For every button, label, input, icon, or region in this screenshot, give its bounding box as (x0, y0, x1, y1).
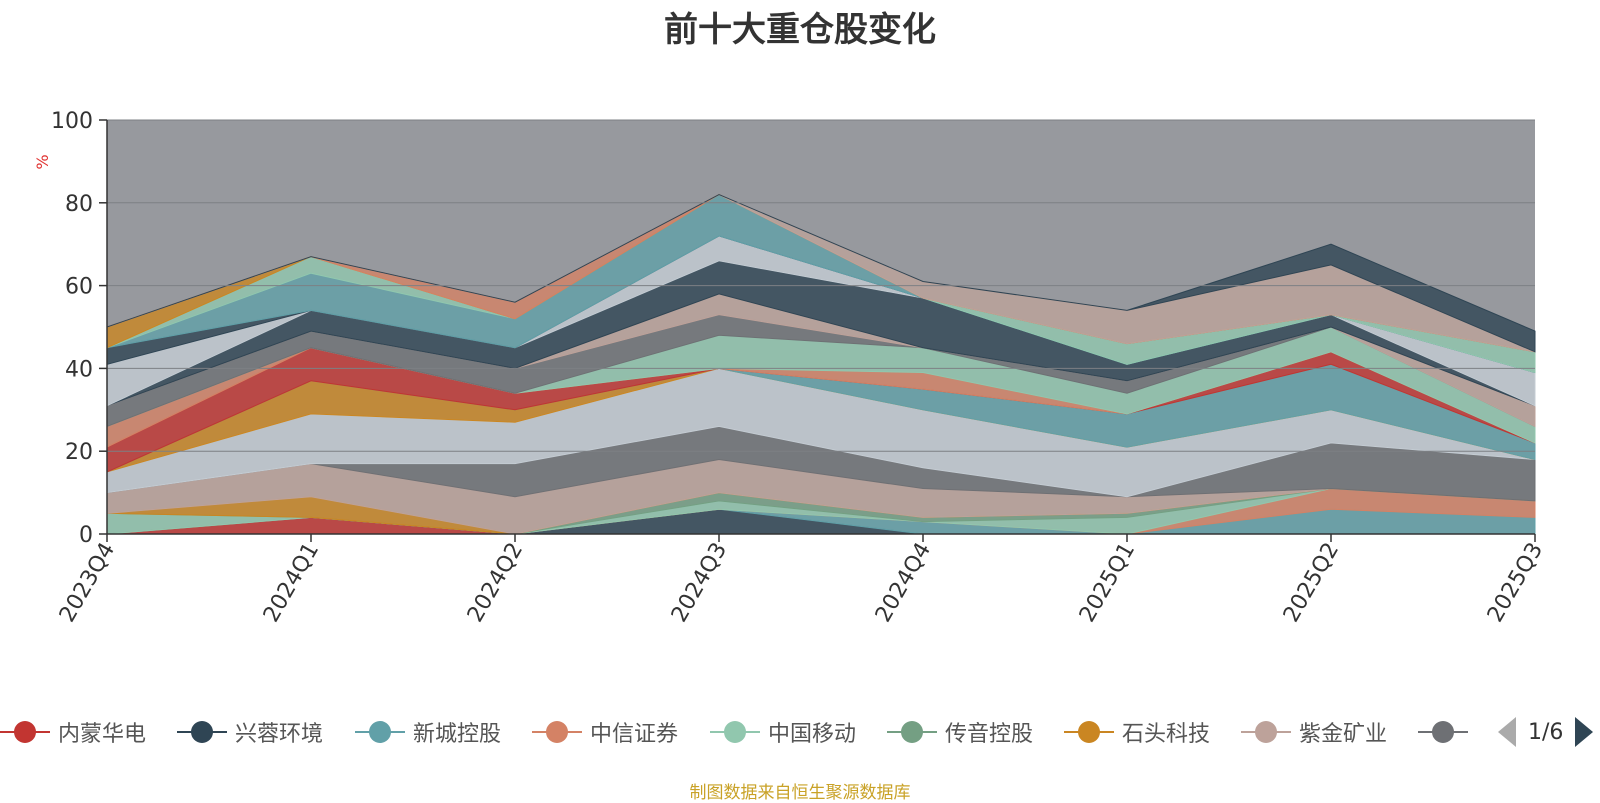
legend-pager: 1/6 (1498, 712, 1594, 752)
legend-item[interactable]: 中国移动 (710, 712, 856, 752)
legend-swatch-icon (710, 712, 760, 752)
legend-dot (546, 721, 568, 743)
legend-dot (1432, 721, 1454, 743)
legend-dot (901, 721, 923, 743)
legend-label: 新城控股 (413, 722, 502, 747)
area-series-25[interactable] (106, 193, 1536, 353)
legend-label: 内蒙华电 (58, 722, 147, 747)
legend-swatch-icon (887, 712, 937, 752)
legend-item[interactable]: 腾 (1418, 712, 1472, 752)
x-tick-label: 2024Q4 (871, 539, 936, 627)
y-tick-label: 100 (51, 109, 93, 134)
legend-label: 紫金矿业 (1299, 722, 1388, 747)
legend-prev-button[interactable] (1498, 717, 1516, 747)
legend-label: 石头科技 (1122, 722, 1211, 747)
legend-item[interactable]: 兴蓉环境 (177, 712, 323, 752)
y-tick-label: 60 (65, 275, 93, 300)
y-tick-label: 40 (65, 357, 93, 382)
legend-dot (1078, 721, 1100, 743)
legend-label: 中国移动 (768, 722, 857, 747)
legend-label: 兴蓉环境 (235, 722, 324, 747)
legend-item[interactable]: 石头科技 (1064, 712, 1210, 752)
legend: 内蒙华电 兴蓉环境 新城控股 中信证券 中国移动 传音控股 石头科技 紫金矿业 腾 1/6 (0, 712, 1600, 752)
legend-swatch-icon (0, 712, 50, 752)
y-axis-label: % (33, 154, 52, 169)
y-tick-label: 80 (65, 192, 93, 217)
x-tick-label: 2025Q3 (1483, 539, 1548, 627)
x-tick-label: 2025Q1 (1075, 539, 1140, 627)
chart-plot: 0 20 40 60 80 100 2023Q4 2024Q1 2024Q2 2024Q3 2024… (33, 109, 1548, 627)
legend-swatch-icon (177, 712, 227, 752)
legend-dot (14, 721, 36, 743)
x-tick-label: 2024Q2 (463, 539, 528, 627)
legend-swatch-icon (1418, 712, 1468, 752)
x-tick-label: 2025Q2 (1279, 539, 1344, 627)
legend-item[interactable]: 内蒙华电 (0, 712, 146, 752)
legend-dot (1255, 721, 1277, 743)
legend-item[interactable]: 紫金矿业 (1241, 712, 1387, 752)
legend-dot (724, 721, 746, 743)
legend-page-indicator: 1/6 (1528, 719, 1564, 745)
chart-title: 前十大重仓股变化 (664, 10, 936, 50)
legend-item[interactable]: 新城控股 (355, 712, 501, 752)
legend-label: 中信证券 (590, 722, 679, 747)
y-tick-label: 0 (79, 523, 93, 548)
x-tick-label: 2024Q1 (259, 539, 324, 627)
legend-item[interactable]: 中信证券 (532, 712, 678, 752)
legend-next-button[interactable] (1575, 717, 1594, 747)
legend-dot (369, 721, 391, 743)
legend-swatch-icon (355, 712, 405, 752)
legend-item[interactable]: 传音控股 (887, 712, 1033, 752)
x-tick-label: 2023Q4 (55, 539, 120, 627)
source-note: 制图数据来自恒生聚源数据库 (689, 783, 911, 803)
y-tick-label: 20 (65, 440, 93, 465)
legend-label: 传音控股 (945, 722, 1034, 747)
legend-items: 内蒙华电 兴蓉环境 新城控股 中信证券 中国移动 传音控股 石头科技 紫金矿业 腾 (0, 712, 1472, 752)
legend-dot (191, 721, 213, 743)
legend-swatch-icon (1064, 712, 1114, 752)
legend-swatch-icon (532, 712, 582, 752)
legend-swatch-icon (1241, 712, 1291, 752)
x-tick-label: 2024Q3 (667, 539, 732, 627)
